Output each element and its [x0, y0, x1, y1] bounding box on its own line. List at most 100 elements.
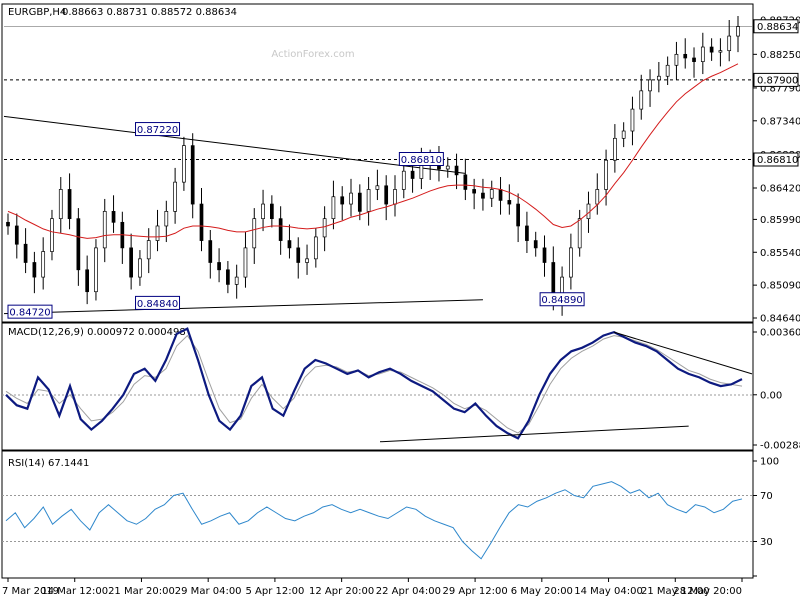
price-axis: 0.887200.882500.877900.873400.868800.864… [753, 16, 800, 325]
rsi-line [5, 481, 743, 560]
candle-body [41, 251, 46, 278]
macd-panel-frame [1, 322, 754, 451]
watermark: ActionForex.com [271, 49, 354, 60]
candle-body [32, 262, 37, 278]
candle-body [648, 79, 652, 92]
candle-body [393, 189, 397, 205]
macd-tick-label: 0.00 [760, 390, 782, 401]
candle-body [604, 159, 608, 190]
rsi-axis: 100 70 30 [753, 457, 779, 577]
candle-body [217, 262, 221, 271]
candle-body [349, 192, 353, 205]
macd-tick-label: 0.003608 [760, 328, 800, 339]
candle-body [102, 211, 107, 249]
candle-body [621, 130, 626, 139]
macd-upper-trendline [613, 331, 753, 375]
price-levels [4, 25, 753, 161]
candle-body [630, 108, 635, 132]
time-tick-label: 14 May 04:00 [574, 586, 643, 597]
time-tick-label: 22 Apr 04:00 [376, 586, 441, 597]
candle-body [639, 90, 644, 110]
candle-body [516, 203, 520, 227]
annotation-label: 0.84840 [137, 299, 178, 310]
candle-body [542, 247, 547, 263]
candle-body [498, 189, 503, 201]
candle-body [76, 218, 81, 271]
candle-body [261, 203, 265, 220]
candle-body [85, 269, 90, 293]
candle-body [410, 170, 415, 179]
candle-body [340, 196, 345, 205]
candle-body [454, 165, 459, 176]
candle-body [357, 192, 362, 212]
candle-body [67, 189, 72, 220]
candle-body [287, 240, 292, 249]
candle-body [665, 64, 670, 77]
candle-body [111, 211, 116, 223]
symbol-label: EURGBP,H4 [8, 7, 66, 18]
level-tag: 0.86810 [757, 155, 798, 166]
rsi-levels [2, 495, 753, 542]
candle-body [94, 247, 98, 293]
price-annotation: 0.86810 [398, 152, 444, 167]
time-tick-label: 29 Apr 12:00 [442, 586, 507, 597]
macd-lower-trendline [379, 425, 689, 443]
candle-body [613, 137, 617, 161]
candle-body [736, 26, 740, 37]
candle-body [14, 225, 19, 245]
candle-body [481, 192, 485, 199]
candle-body [692, 57, 696, 62]
macd-trendlines [379, 331, 753, 443]
candle-body [577, 218, 582, 249]
price-tick-label: 0.85540 [760, 248, 800, 259]
time-tick-label: 28 May 20:00 [673, 586, 742, 597]
rsi-panel-frame [1, 450, 754, 579]
price-tick-label: 0.87340 [760, 116, 800, 127]
candle-body [709, 46, 714, 53]
candle-body [489, 189, 494, 199]
price-tick-label: 0.85990 [760, 215, 800, 226]
candle-body [234, 276, 239, 285]
macd-line [5, 327, 743, 440]
candle-body [199, 203, 204, 241]
candle-body [674, 53, 679, 66]
price-annotations: 0.84720 0.87220 0.84840 0.86810 0.84890 [7, 122, 585, 319]
annotation-label: 0.86810 [401, 155, 442, 166]
candle-body [366, 189, 371, 212]
annotation-label: 0.84890 [541, 295, 582, 306]
candle-body [305, 258, 309, 263]
macd-title: MACD(12,26,9) 0.000972 0.000498 [8, 327, 186, 338]
candle-body [23, 243, 28, 263]
rsi-tick-label: 100 [760, 457, 779, 468]
time-tick-label: 6 May 20:00 [511, 586, 573, 597]
candle-body [208, 240, 213, 263]
candle-body [700, 46, 705, 62]
candle-body [683, 53, 688, 59]
level-tag-box [753, 152, 799, 167]
annotation-box [398, 152, 444, 167]
current-price-tag: 0.88634 [757, 22, 798, 33]
candle-body [533, 240, 538, 249]
candle-body [226, 269, 230, 285]
price-annotation: 0.84840 [135, 295, 181, 310]
candle-body [445, 165, 450, 170]
candle-body [507, 200, 512, 205]
time-tick-label: 7 Mar 2019 [2, 586, 59, 597]
candle-body [252, 218, 257, 249]
annotation-label: 0.87220 [137, 125, 178, 136]
rsi-tick-label: 70 [760, 491, 773, 502]
time-tick-label: 29 Mar 04:00 [175, 586, 242, 597]
candle-body [190, 145, 195, 205]
candle-body [569, 247, 573, 278]
level-tag: 0.87900 [757, 75, 798, 86]
price-trendlines [3, 115, 483, 315]
level-tag-box [753, 72, 799, 87]
ohlc-label: 0.88663 0.88731 0.88572 0.88634 [62, 7, 237, 18]
candle-body [331, 196, 336, 220]
candle-body [401, 170, 406, 190]
price-tick-label: 0.86420 [760, 183, 800, 194]
price-annotation: 0.84720 [7, 304, 53, 319]
candle-body [164, 211, 169, 227]
